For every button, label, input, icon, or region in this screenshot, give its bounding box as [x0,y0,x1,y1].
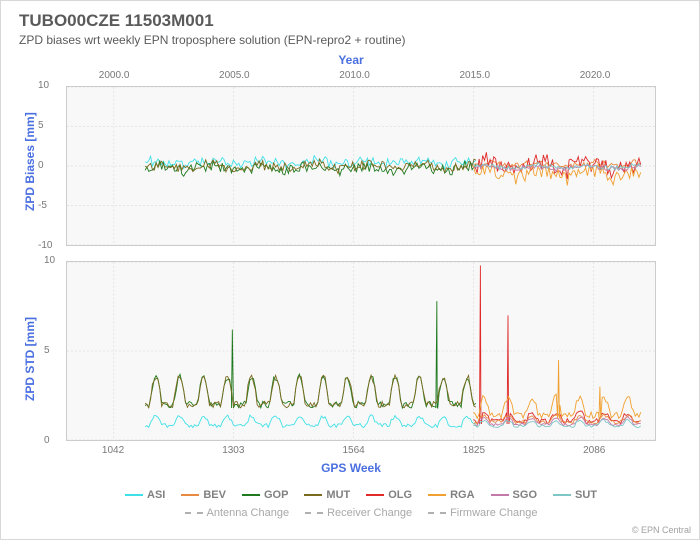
legend-swatch [553,494,571,496]
legend-item-sut: SUT [553,487,597,505]
legend-swatch [366,494,384,496]
tick-label: 2086 [583,445,605,456]
legend-item-gop: GOP [242,487,288,505]
legend: ASI BEV GOP MUT OLG RGA SGO SUT Antenna Change Re… [66,487,656,522]
legend-item-sgo: SGO [491,487,537,505]
legend-change-item: Antenna Change [185,505,290,523]
credit-text: © EPN Central [632,525,691,535]
tick-label: 0 [38,160,44,171]
legend-item-mut: MUT [304,487,350,505]
chart-title: TUBO00CZE 11503M001 [19,11,214,31]
y2-label: ZPD STD [mm] [23,317,37,401]
tick-label: 2015.0 [460,70,491,81]
legend-swatch [185,512,203,514]
series-gop [145,301,476,408]
tick-label: 5 [44,345,50,356]
bias-plot [66,86,656,246]
tick-label: 2000.0 [99,70,130,81]
series-olg [474,266,641,424]
tick-label: -10 [38,240,52,251]
legend-swatch [242,494,260,496]
legend-swatch [125,494,143,496]
series-asi [145,415,476,428]
top-axis-label: Year [1,53,700,67]
tick-label: 2020.0 [580,70,611,81]
bottom-axis-label: GPS Week [1,461,700,475]
legend-swatch [181,494,199,496]
tick-label: 2005.0 [219,70,250,81]
legend-swatch [304,494,322,496]
tick-label: 1825 [463,445,485,456]
tick-label: 5 [38,120,44,131]
tick-label: 1303 [222,445,244,456]
tick-label: 0 [44,435,50,446]
legend-swatch [491,494,509,496]
series-rga [474,360,641,419]
legend-item-rga: RGA [428,487,474,505]
tick-label: 1564 [343,445,365,456]
chart-frame: TUBO00CZE 11503M001 ZPD biases wrt weekl… [0,0,700,540]
tick-label: 10 [44,255,55,266]
tick-label: 1042 [102,445,124,456]
y1-label: ZPD Biases [mm] [23,112,37,211]
std-plot [66,261,656,441]
legend-change-item: Receiver Change [305,505,412,523]
tick-label: 10 [38,80,49,91]
tick-label: -5 [38,200,47,211]
series-mut [145,375,476,408]
legend-item-bev: BEV [181,487,226,505]
legend-swatch [428,494,446,496]
tick-label: 2010.0 [339,70,370,81]
chart-subtitle: ZPD biases wrt weekly EPN troposphere so… [19,33,406,47]
legend-change-item: Firmware Change [428,505,537,523]
legend-swatch [305,512,323,514]
legend-item-olg: OLG [366,487,412,505]
legend-swatch [428,512,446,514]
legend-item-asi: ASI [125,487,165,505]
